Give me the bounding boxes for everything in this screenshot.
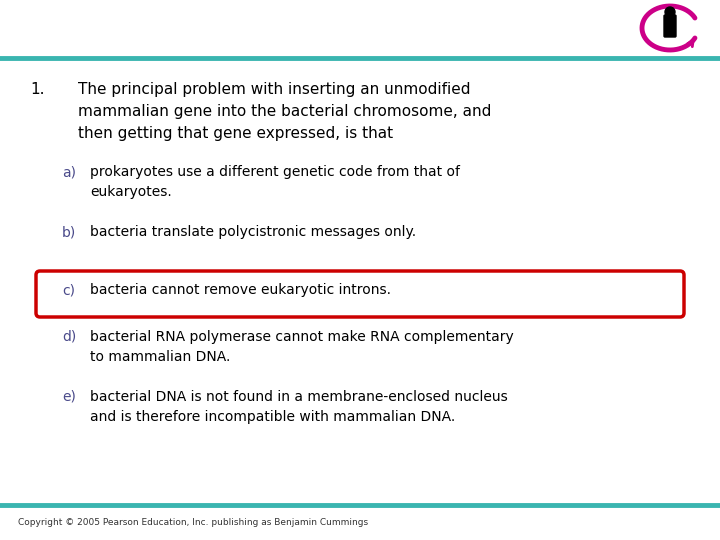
Text: mammalian gene into the bacterial chromosome, and: mammalian gene into the bacterial chromo… bbox=[78, 104, 491, 119]
Circle shape bbox=[665, 7, 675, 17]
Text: eukaryotes.: eukaryotes. bbox=[90, 185, 172, 199]
Text: c): c) bbox=[62, 283, 75, 297]
FancyBboxPatch shape bbox=[36, 271, 684, 317]
Text: bacteria translate polycistronic messages only.: bacteria translate polycistronic message… bbox=[90, 225, 416, 239]
Text: prokaryotes use a different genetic code from that of: prokaryotes use a different genetic code… bbox=[90, 165, 460, 179]
Text: to mammalian DNA.: to mammalian DNA. bbox=[90, 350, 230, 364]
Text: bacteria cannot remove eukaryotic introns.: bacteria cannot remove eukaryotic intron… bbox=[90, 283, 391, 297]
Text: d): d) bbox=[62, 330, 76, 344]
Text: a): a) bbox=[62, 165, 76, 179]
Text: b): b) bbox=[62, 225, 76, 239]
Text: e): e) bbox=[62, 390, 76, 404]
Text: 1.: 1. bbox=[30, 82, 45, 97]
Text: bacterial RNA polymerase cannot make RNA complementary: bacterial RNA polymerase cannot make RNA… bbox=[90, 330, 514, 344]
Text: and is therefore incompatible with mammalian DNA.: and is therefore incompatible with mamma… bbox=[90, 410, 455, 424]
Text: bacterial DNA is not found in a membrane-enclosed nucleus: bacterial DNA is not found in a membrane… bbox=[90, 390, 508, 404]
FancyBboxPatch shape bbox=[664, 15, 676, 37]
Text: The principal problem with inserting an unmodified: The principal problem with inserting an … bbox=[78, 82, 470, 97]
Text: then getting that gene expressed, is that: then getting that gene expressed, is tha… bbox=[78, 126, 393, 141]
Text: Copyright © 2005 Pearson Education, Inc. publishing as Benjamin Cummings: Copyright © 2005 Pearson Education, Inc.… bbox=[18, 518, 368, 527]
